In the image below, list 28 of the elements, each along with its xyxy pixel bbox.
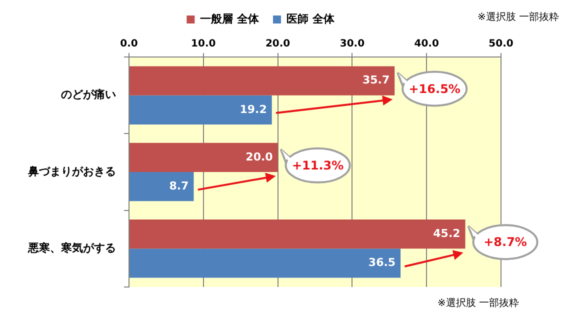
bar (130, 172, 194, 202)
bar (130, 95, 272, 124)
y-tick-label: のどが痛い (61, 88, 116, 102)
x-tick-label: 20.0 (265, 38, 290, 50)
data-label: 45.2 (433, 226, 460, 240)
data-label: 19.2 (240, 102, 267, 116)
y-tick-label: 鼻づまりがおきる (27, 164, 116, 178)
data-label: 35.7 (362, 74, 390, 87)
x-tick-label: 30.0 (340, 38, 365, 50)
bar (130, 142, 278, 172)
y-tick-label: 悪寒、寒気がする (27, 242, 116, 255)
data-label: 20.0 (246, 150, 274, 164)
x-tick-label: 50.0 (488, 38, 514, 50)
bar (130, 220, 466, 249)
x-tick-label: 0.0 (120, 38, 138, 50)
legend-label: 一般層 全体 (200, 12, 260, 26)
x-tick-label: 10.0 (191, 38, 216, 50)
bar (130, 248, 401, 278)
data-label: 36.5 (368, 256, 396, 270)
annotation: +16.5% (408, 82, 460, 96)
x-tick-label: 40.0 (414, 38, 439, 50)
data-label: 8.7 (169, 179, 189, 192)
text: ※選択肢 一部抜粋 (477, 10, 559, 24)
bar (130, 66, 395, 96)
legend-label: 医師 全体 (286, 12, 336, 26)
annotation: +11.3% (292, 158, 344, 172)
annotation: +8.7% (484, 235, 527, 250)
text: ※選択肢 一部抜粋 (437, 296, 519, 310)
